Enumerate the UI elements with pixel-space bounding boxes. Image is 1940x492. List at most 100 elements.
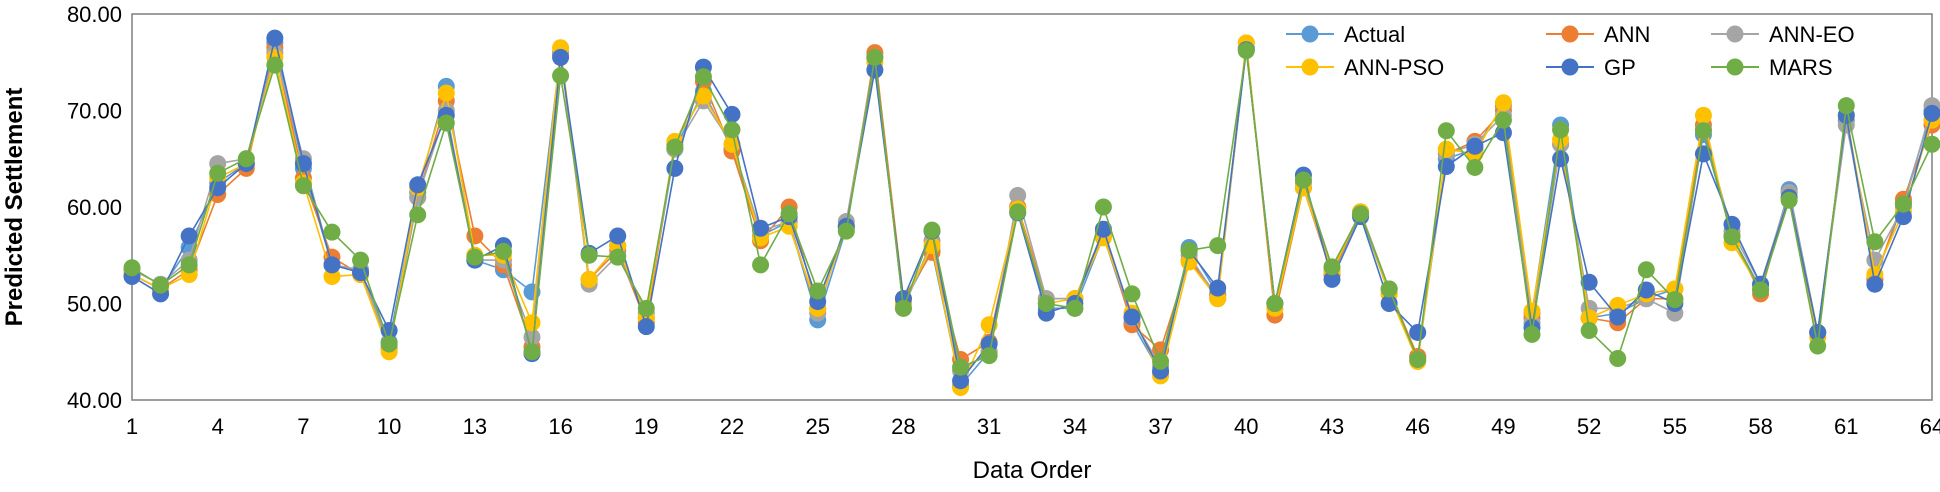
legend-label: MARS [1769, 55, 1833, 80]
legend-item-ann: ANN [1546, 22, 1650, 47]
data-point [1866, 276, 1883, 293]
data-point [1895, 196, 1912, 213]
data-point [1124, 285, 1141, 302]
data-point [1809, 337, 1826, 354]
data-point [1295, 171, 1312, 188]
data-point [581, 247, 598, 264]
data-point [781, 205, 798, 222]
data-point [1866, 233, 1883, 250]
data-point [895, 300, 912, 317]
x-tick-label: 40 [1234, 414, 1258, 439]
data-point [1095, 199, 1112, 216]
data-point [552, 67, 569, 84]
data-point [981, 347, 998, 364]
data-point [1038, 295, 1055, 312]
series-gp [124, 30, 1940, 390]
data-point [1552, 121, 1569, 138]
series-line-actual [132, 43, 1932, 386]
x-tick-label: 19 [634, 414, 658, 439]
data-point [1409, 324, 1426, 341]
series-line-ann-pso [132, 43, 1932, 388]
legend-marker [1562, 59, 1579, 76]
x-axis-title: Data Order [973, 457, 1092, 484]
data-point [1124, 309, 1141, 326]
data-point [1266, 295, 1283, 312]
y-tick-label: 70.00 [67, 99, 122, 124]
y-tick-label: 50.00 [67, 292, 122, 317]
data-point [181, 256, 198, 273]
x-tick-label: 28 [891, 414, 915, 439]
data-point [352, 252, 369, 269]
data-point [1466, 138, 1483, 155]
legend-item-ann-pso: ANN-PSO [1286, 55, 1444, 80]
data-point [581, 271, 598, 288]
legend: Actual ANN ANN-EO ANN-PSO GP MARS [1286, 22, 1855, 80]
x-tick-label: 46 [1405, 414, 1429, 439]
data-point [409, 176, 426, 193]
data-point [666, 160, 683, 177]
x-tick-label: 37 [1148, 414, 1172, 439]
x-tick-label: 25 [805, 414, 829, 439]
data-point [466, 249, 483, 266]
data-point [1438, 141, 1455, 158]
legend-label: ANN-EO [1769, 22, 1855, 47]
data-point [1695, 122, 1712, 139]
legend-item-ann-eo: ANN-EO [1711, 22, 1855, 47]
series-line-gp [132, 38, 1932, 381]
data-point [1009, 203, 1026, 220]
data-point [324, 256, 341, 273]
x-tick-label: 34 [1063, 414, 1087, 439]
data-point [524, 343, 541, 360]
data-point [1924, 136, 1940, 153]
series-line-ann [132, 43, 1932, 360]
data-point [409, 206, 426, 223]
data-point [1524, 326, 1541, 343]
legend-marker [1302, 26, 1319, 43]
legend-marker [1302, 59, 1319, 76]
legend-item-actual: Actual [1286, 22, 1405, 47]
data-point [1581, 322, 1598, 339]
data-point [438, 85, 455, 102]
data-point [1552, 150, 1569, 167]
series-ann [124, 34, 1940, 368]
data-point [609, 227, 626, 244]
y-tick-label: 60.00 [67, 195, 122, 220]
data-point [438, 115, 455, 132]
data-point [1609, 309, 1626, 326]
x-tick-label: 1 [126, 414, 138, 439]
data-point [238, 150, 255, 167]
x-tick-label: 16 [548, 414, 572, 439]
y-tick-label: 80.00 [67, 2, 122, 27]
legend-marker [1727, 26, 1744, 43]
data-point [295, 177, 312, 194]
data-point [638, 318, 655, 335]
legend-item-mars: MARS [1711, 55, 1833, 80]
legend-marker [1727, 59, 1744, 76]
data-point [952, 359, 969, 376]
plot-area-border [132, 14, 1932, 400]
data-point [1209, 237, 1226, 254]
x-tick-label: 49 [1491, 414, 1515, 439]
x-tick-label: 43 [1320, 414, 1344, 439]
data-point [1752, 281, 1769, 298]
data-point [1438, 122, 1455, 139]
data-point [1066, 300, 1083, 317]
data-point [695, 68, 712, 85]
data-point [924, 222, 941, 239]
x-tick-label: 4 [212, 414, 224, 439]
x-tick-label: 64 [1920, 414, 1940, 439]
legend-label: GP [1604, 55, 1636, 80]
data-point [181, 227, 198, 244]
x-tick-label: 10 [377, 414, 401, 439]
data-point [209, 165, 226, 182]
data-point [1152, 353, 1169, 370]
data-point [638, 300, 655, 317]
legend-label: Actual [1344, 22, 1405, 47]
data-point [266, 30, 283, 47]
series-group [124, 30, 1940, 396]
data-point [266, 57, 283, 74]
